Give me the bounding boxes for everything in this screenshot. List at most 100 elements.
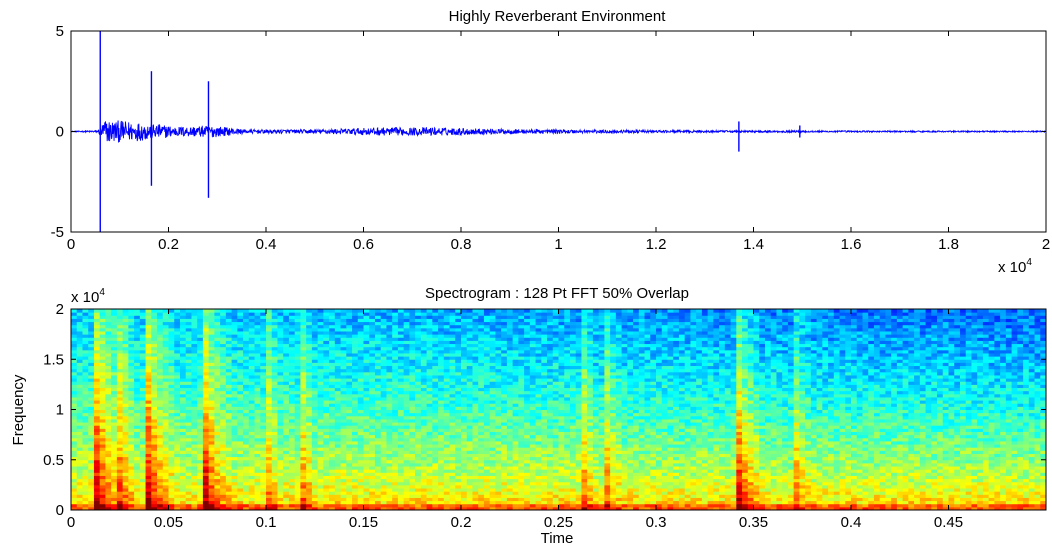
spectrogram-cell (552, 444, 559, 448)
spectrogram-cell (306, 506, 313, 511)
spectrogram-cell (569, 431, 577, 436)
spectrogram-cell (254, 491, 261, 495)
spectrogram-cell (1034, 422, 1041, 426)
spectrogram-cell (311, 506, 319, 511)
spectrogram-cell (139, 494, 147, 498)
spectrogram-cell (501, 494, 508, 498)
spectrogram-cell (558, 481, 565, 486)
spectrogram-cell (311, 428, 319, 432)
spectrogram-cell (690, 481, 697, 486)
spectrogram-cell (483, 434, 491, 439)
spectrogram-cell (128, 428, 135, 432)
spectrogram-cell (552, 428, 559, 432)
spectrogram-cell (185, 422, 192, 426)
spectrogram-cell (88, 437, 95, 442)
spectrogram-cell (742, 491, 749, 495)
spectrogram-cell (254, 472, 261, 476)
spectrogram-cell (128, 497, 135, 502)
spectrogram-cell (661, 484, 668, 489)
spectrogram-cell (1017, 422, 1024, 426)
spectrogram-cell (753, 481, 760, 486)
spectrogram-cell (191, 494, 198, 498)
spectrogram-cell (742, 494, 749, 498)
spectrogram-cell (116, 500, 124, 505)
spectrogram-cell (88, 415, 95, 420)
spectrogram-cell (994, 437, 1001, 442)
spectrogram-cell (931, 428, 938, 432)
spectrogram-cell (868, 494, 875, 498)
spectrogram-cell (455, 434, 462, 439)
spectrogram-cell (99, 456, 106, 461)
spectrogram-cell (99, 475, 106, 480)
spectrogram-cell (1005, 484, 1013, 489)
spectrogram-cell (352, 478, 359, 483)
spectrogram-cell (868, 472, 875, 476)
spectrogram-cell (730, 506, 737, 511)
spectrogram-cell (300, 434, 307, 439)
spectrogram-cell (782, 459, 789, 464)
spectrogram-cell (76, 462, 83, 467)
spectrogram-cell (971, 478, 978, 483)
spectrogram-cell (260, 481, 267, 486)
spectrogram-cell (461, 437, 468, 442)
spectrogram-cell (489, 450, 496, 454)
spectrogram-cell (782, 469, 789, 473)
spectrogram-cell (1040, 472, 1047, 476)
spectrogram-cell (730, 488, 737, 492)
spectrogram-cell (1017, 425, 1024, 429)
spectrogram-cell (139, 469, 147, 473)
spectrogram-cell (862, 484, 869, 489)
spectrogram-cell (323, 459, 330, 464)
spectrogram-cell (569, 475, 577, 480)
spectrogram-cell (392, 434, 399, 439)
spectrogram-cell (214, 469, 221, 473)
spectrogram-cell (363, 506, 370, 511)
spectrogram-cell (965, 462, 972, 467)
spectrogram-cell (1005, 440, 1013, 445)
spectrogram-cell (283, 481, 290, 486)
spectrogram-cell (478, 475, 485, 480)
spectrogram-cell (461, 425, 468, 429)
spectrogram-cell (839, 459, 846, 464)
spectrogram-cell (1040, 506, 1047, 511)
spectrogram-cell (862, 428, 869, 432)
spectrogram-cell (529, 456, 537, 461)
spectrogram-cell (730, 431, 737, 436)
spectrogram-cell (604, 453, 611, 458)
spectrogram-cell (197, 481, 204, 486)
spectrogram-cell (988, 425, 995, 429)
spectrogram-cell (856, 434, 863, 439)
spectrogram-cell (747, 491, 754, 495)
spectrogram-cell (822, 478, 829, 483)
spectrogram-cell (558, 428, 565, 432)
spectrogram-cell (851, 494, 858, 498)
spectrogram-cell (266, 418, 273, 423)
spectrogram-cell (1005, 469, 1013, 473)
spectrogram-cell (575, 437, 582, 442)
spectrogram-cell (592, 500, 600, 505)
spectrogram-cell (426, 418, 433, 423)
spectrogram-cell (483, 428, 491, 432)
spectrogram-cell (638, 459, 646, 464)
spectrogram-cell (914, 437, 921, 442)
spectrogram-cell (851, 453, 858, 458)
spectrogram-cell (449, 491, 456, 495)
spectrogram-cell (650, 506, 657, 511)
spectrogram-cell (564, 494, 571, 498)
spectrogram-cell (512, 434, 519, 439)
spectrogram-cell (713, 475, 720, 480)
spectrogram-cell (1023, 478, 1030, 483)
spectrogram-cell (868, 434, 875, 439)
spectrogram-cell (179, 469, 187, 473)
spectrogram-cell (1017, 440, 1024, 445)
spectrogram-cell (587, 503, 594, 508)
spectrogram-cell (443, 444, 451, 448)
spectrogram-cell (575, 503, 582, 508)
spectrogram-cell (971, 456, 978, 461)
spectrogram-cell (449, 434, 456, 439)
spectrogram-cell (105, 456, 112, 461)
spectrogram-cell (776, 462, 783, 467)
spectrogram-cell (558, 422, 565, 426)
spectrogram-cell (145, 434, 152, 439)
spectrogram-cell (438, 425, 445, 429)
